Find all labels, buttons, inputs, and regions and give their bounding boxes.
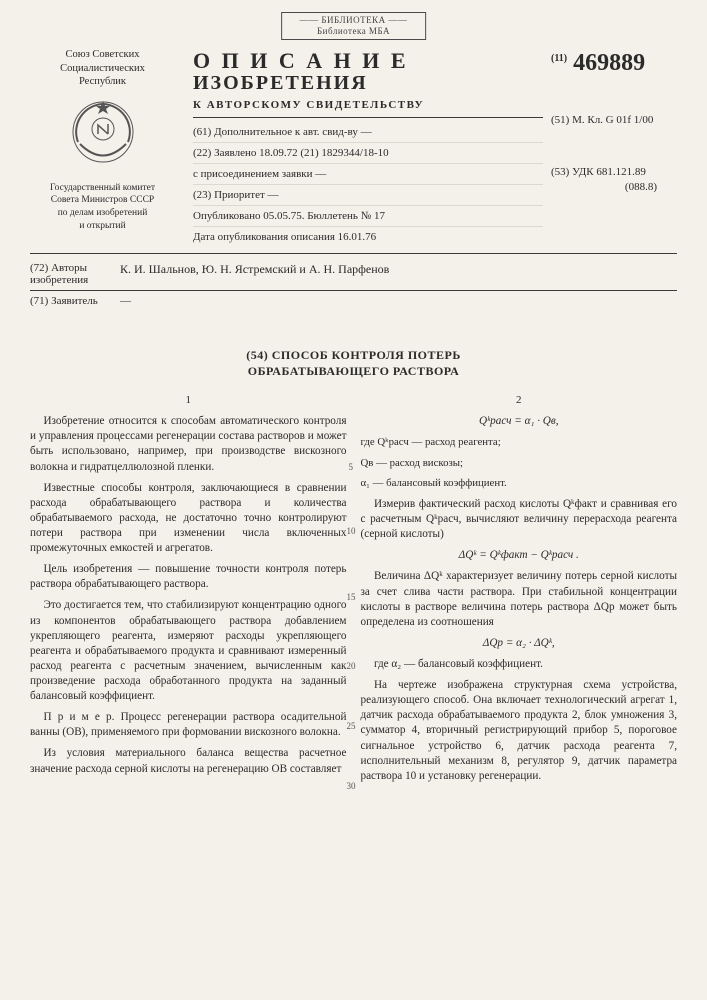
- applicant-label: (71) Заявитель: [30, 295, 120, 307]
- column-2: 2 Qᵏрасч = α₁ · Qв, где Qᵏрасч — расход …: [361, 393, 678, 790]
- paragraph: Из условия материального баланса веществ…: [30, 746, 347, 776]
- title-line-1: (54) СПОСОБ КОНТРОЛЯ ПОТЕРЬ: [30, 347, 677, 363]
- paragraph: Это достигается тем, что стабилизируют к…: [30, 598, 347, 704]
- classification-column: (11) 469889 (51) М. Кл. G 01f 1/00 (53) …: [551, 48, 677, 247]
- field-pub-date: Дата опубликования описания 16.01.76: [193, 227, 543, 247]
- line-number: 15: [347, 591, 356, 603]
- paragraph: Цель изобретения — повышение точности ко…: [30, 562, 347, 592]
- issuer-line: Союз Советских: [30, 48, 175, 62]
- body-columns: 1 Изобретение относится к способам автом…: [30, 393, 677, 790]
- paragraph: Величина ΔQᵏ характеризует величину поте…: [361, 569, 678, 629]
- issuer-line: Республик: [30, 75, 175, 89]
- stamp-line: —— БИБЛИОТЕКА ——: [300, 15, 408, 26]
- field-61: (61) Дополнительное к авт. свид-ву —: [193, 122, 543, 143]
- field-53-b: (088.8): [551, 180, 677, 194]
- issuer-column: Союз Советских Социалистических Республи…: [30, 48, 185, 247]
- field-22b: с присоединением заявки —: [193, 164, 543, 185]
- column-1: 1 Изобретение относится к способам автом…: [30, 393, 347, 790]
- field-published: Опубликовано 05.05.75. Бюллетень № 17: [193, 206, 543, 227]
- header-block: Союз Советских Социалистических Республи…: [30, 48, 677, 254]
- patent-number-value: 469889: [573, 50, 645, 76]
- patent-prefix: (11): [551, 53, 567, 64]
- field-51: (51) М. Кл. G 01f 1/00: [551, 113, 677, 127]
- line-number: 20: [347, 660, 356, 672]
- col-number-1: 1: [30, 393, 347, 408]
- col-number-2: 2: [361, 393, 678, 408]
- paragraph: Известные способы контроля, заключающиес…: [30, 481, 347, 557]
- committee-line: Совета Министров СССР: [30, 194, 175, 207]
- equation-2: ΔQᵏ = Qᵏфакт − Qᵏрасч .: [361, 548, 678, 563]
- authors-label: (72) Авторы изобретения: [30, 262, 120, 286]
- library-stamp: —— БИБЛИОТЕКА —— Библиотека МБА: [281, 12, 427, 40]
- line-number: 5: [349, 461, 354, 473]
- paragraph: Изобретение относится к способам автомат…: [30, 414, 347, 474]
- committee-line: по делам изобретений: [30, 207, 175, 220]
- title-column: О П И С А Н И Е ИЗОБРЕТЕНИЯ К АВТОРСКОМУ…: [185, 48, 551, 247]
- line-number: 30: [347, 780, 356, 792]
- doc-heading-1: О П И С А Н И Е: [193, 48, 543, 74]
- line-number: 10: [347, 525, 356, 537]
- patent-number: (11) 469889: [551, 48, 677, 79]
- committee-line: Государственный комитет: [30, 182, 175, 195]
- equation-3: ΔQр = α₂ · ΔQᵏ,: [361, 636, 678, 651]
- ussr-emblem-icon: [30, 97, 175, 172]
- field-23: (23) Приоритет —: [193, 185, 543, 206]
- stamp-line: Библиотека МБА: [300, 26, 408, 37]
- title-line-2: ОБРАБАТЫВАЮЩЕГО РАСТВОРА: [30, 363, 677, 379]
- patent-page: —— БИБЛИОТЕКА —— Библиотека МБА Союз Сов…: [0, 0, 707, 1000]
- paragraph: На чертеже изображена структурная схема …: [361, 678, 678, 784]
- paragraph: где α₂ — балансовый коэффициент.: [361, 657, 678, 672]
- issuer-line: Социалистических: [30, 62, 175, 76]
- where-line: α₁ — балансовый коэффициент.: [361, 476, 678, 491]
- field-22: (22) Заявлено 18.09.72 (21) 1829344/18-1…: [193, 143, 543, 164]
- applicant-row: (71) Заявитель —: [30, 295, 677, 307]
- where-line: Qв — расход вискозы;: [361, 456, 678, 471]
- paragraph: Измерив фактический расход кислоты Qᵏфак…: [361, 497, 678, 542]
- equation-1: Qᵏрасч = α₁ · Qв,: [361, 414, 678, 429]
- where-line: где Qᵏрасч — расход реагента;: [361, 435, 678, 450]
- doc-heading-2: ИЗОБРЕТЕНИЯ: [193, 72, 543, 95]
- committee-line: и открытий: [30, 220, 175, 233]
- applicant-value: —: [120, 295, 131, 307]
- authors-value: К. И. Шальнов, Ю. Н. Ястремский и А. Н. …: [120, 262, 389, 286]
- doc-heading-3: К АВТОРСКОМУ СВИДЕТЕЛЬСТВУ: [193, 99, 543, 118]
- line-number: 25: [347, 720, 356, 732]
- paragraph: П р и м е р. Процесс регенерации раствор…: [30, 710, 347, 740]
- invention-title: (54) СПОСОБ КОНТРОЛЯ ПОТЕРЬ ОБРАБАТЫВАЮЩ…: [30, 347, 677, 379]
- field-53-a: (53) УДК 681.121.89: [551, 165, 677, 179]
- authors-row: (72) Авторы изобретения К. И. Шальнов, Ю…: [30, 262, 677, 291]
